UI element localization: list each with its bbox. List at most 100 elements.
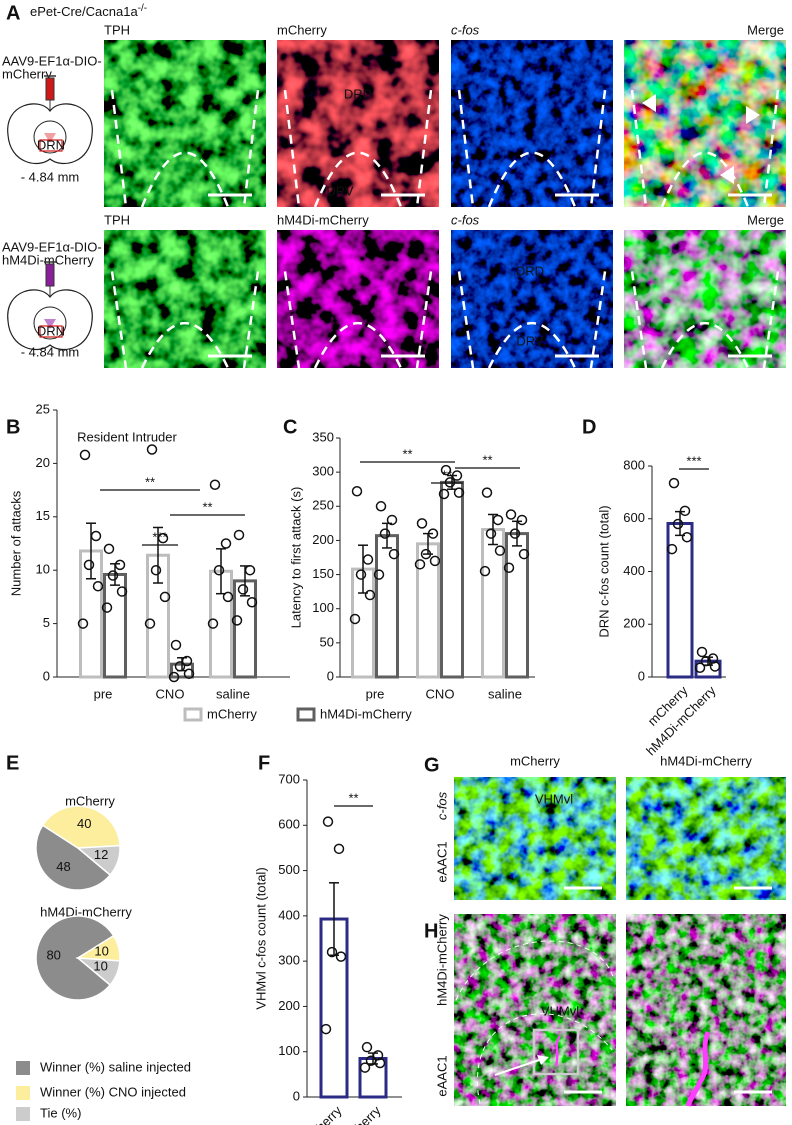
drn-label: DRN (37, 137, 65, 152)
legend-label: mCherry (207, 706, 257, 721)
stain-label: eAAC1 (434, 1055, 449, 1096)
significance-label: *** (152, 529, 167, 544)
data-point (509, 528, 521, 539)
drn-box (39, 139, 63, 152)
data-point (440, 464, 452, 476)
micrograph-signal (451, 40, 613, 207)
boundary-line (140, 151, 230, 208)
micrograph-signal (624, 230, 786, 368)
panel-letter: B (6, 416, 20, 438)
legend-swatch (16, 1107, 30, 1121)
x-tick-label: mCherry (299, 1103, 345, 1125)
pie-value-label: 48 (56, 859, 70, 874)
boundary-line (455, 940, 615, 1001)
legend-label: Tie (%) (40, 1105, 81, 1120)
brain-structure (33, 120, 67, 154)
data-point (451, 470, 463, 481)
y-tick-label: 50 (320, 634, 334, 649)
y-tick-label: 100 (278, 1043, 300, 1058)
data-point (694, 662, 706, 674)
boundary-line (283, 271, 301, 369)
data-point (107, 570, 119, 581)
boundary-line (630, 271, 648, 369)
channel-label: TPH (104, 22, 130, 37)
syringe (45, 263, 55, 287)
panel-letter: A (6, 2, 20, 24)
boundary-line (415, 271, 433, 369)
data-point (103, 543, 115, 555)
data-point (361, 1041, 373, 1053)
y-tick-label: 300 (278, 953, 300, 968)
arrowhead (720, 166, 734, 184)
data-point (696, 646, 708, 658)
data-point (237, 584, 249, 595)
column-label: hM4Di-mCherry (660, 753, 752, 768)
data-point (114, 559, 126, 571)
column-label: mCherry (510, 753, 560, 768)
boundary-line (660, 151, 750, 208)
y-tick-label: 700 (278, 771, 300, 786)
y-tick-label: 5 (43, 615, 50, 630)
data-point (427, 528, 439, 539)
data-point (168, 671, 180, 683)
arrowhead (537, 1055, 549, 1065)
data-point (429, 555, 441, 567)
title-text: ePet-Cre/Cacna1a (30, 4, 138, 19)
channel-label: TPH (104, 212, 130, 227)
data-point (213, 564, 225, 576)
channel-label: mCherry (277, 22, 327, 37)
boundary-line (283, 89, 301, 208)
data-point (438, 488, 450, 500)
panel-letter: F (258, 752, 270, 774)
x-tick-label: saline (216, 686, 250, 701)
y-tick-label: 100 (312, 600, 334, 615)
data-point (709, 661, 721, 672)
y-axis-label: Latency to first attack (s) (288, 487, 303, 629)
data-point (444, 477, 456, 488)
legend-label: Winner (%) saline injected (40, 1059, 191, 1074)
coordinate: - 4.84 mm (21, 344, 80, 359)
pie-value-label: 12 (94, 847, 108, 862)
x-tick-label: pre (94, 686, 113, 701)
arrow (494, 1057, 546, 1076)
panel-letter: D (582, 416, 596, 438)
channel-label: Merge (747, 212, 784, 227)
data-point (364, 589, 376, 601)
significance-label: ** (402, 446, 412, 461)
x-tick-label: saline (488, 686, 522, 701)
data-point (505, 509, 517, 520)
y-axis-label: VHMvl c-fos count (total) (253, 867, 268, 1009)
data-point (335, 951, 347, 962)
stain-label: eAAC1 (434, 841, 449, 882)
data-point (92, 580, 104, 592)
data-point (481, 487, 493, 498)
significance-label: ** (442, 467, 452, 482)
bar (440, 480, 464, 679)
y-tick-label: 15 (36, 508, 50, 523)
region-label: VHMvl (535, 791, 573, 806)
data-point (672, 518, 684, 530)
panel-letter: G (424, 754, 440, 776)
data-point (485, 528, 497, 539)
boundary-line (487, 151, 577, 208)
syringe (45, 77, 55, 101)
significance-label: ** (202, 499, 212, 514)
x-tick-label: CNO (426, 686, 455, 701)
stain-label: c-fos (434, 791, 449, 820)
data-point (700, 655, 712, 667)
data-point (518, 548, 530, 560)
y-tick-label: 10 (36, 562, 50, 577)
data-point (146, 444, 158, 455)
data-point (359, 1062, 371, 1073)
data-point (170, 639, 182, 651)
boundary-line (415, 89, 433, 208)
data-point (144, 618, 156, 629)
boundary-line (762, 271, 780, 369)
boundary-line (660, 322, 750, 369)
x-tick-label: CNO (156, 686, 185, 701)
data-point (181, 655, 193, 667)
bar (103, 572, 127, 679)
data-point (372, 1050, 384, 1061)
channel-label: Merge (747, 22, 784, 37)
